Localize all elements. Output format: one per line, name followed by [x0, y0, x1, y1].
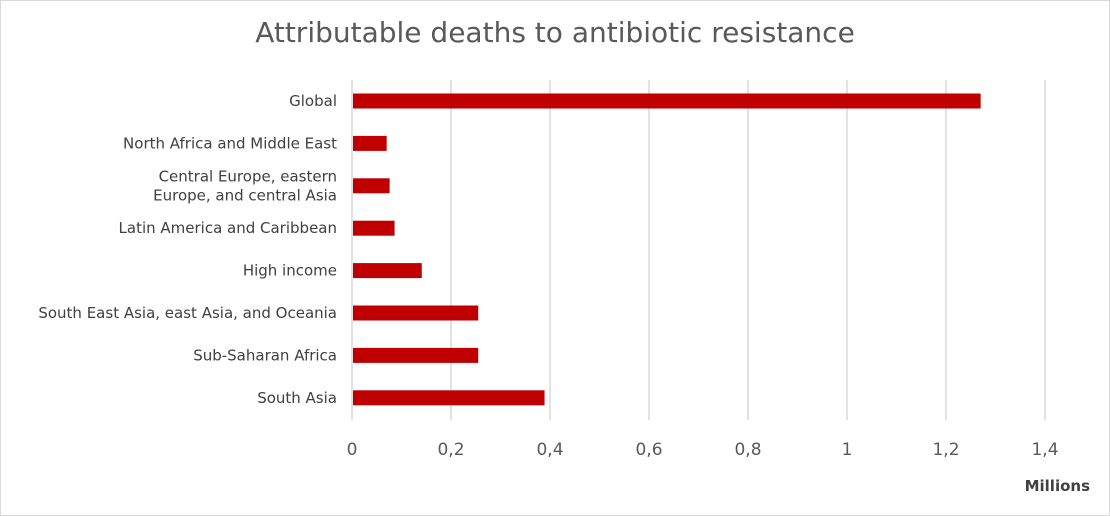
x-tick-label: 0,6: [635, 440, 662, 460]
x-tick-label: 1,4: [1031, 440, 1058, 460]
category-label: Central Europe, eastern Europe, and centr…: [153, 167, 337, 204]
category-label-line: South East Asia, east Asia, and Oceania: [38, 304, 337, 322]
category-label: Global: [289, 92, 337, 110]
category-label-line: Latin America and Caribbean: [119, 219, 337, 237]
category-label: Latin America and Caribbean: [119, 219, 337, 237]
category-label: South East Asia, east Asia, and Oceania: [38, 304, 337, 322]
bar: [353, 347, 479, 363]
category-label-line: Sub-Saharan Africa: [193, 346, 337, 364]
x-tick-label: 0,8: [734, 440, 761, 460]
units-label: Millions: [1024, 477, 1090, 495]
category-label: Sub-Saharan Africa: [193, 346, 337, 364]
x-tick-label: 0,4: [536, 440, 563, 460]
bar: [353, 93, 981, 109]
category-label-line: South Asia: [257, 389, 337, 407]
bar: [353, 135, 387, 151]
category-label: North Africa and Middle East: [123, 134, 337, 152]
x-tick-label: 0: [347, 440, 358, 460]
x-tick-label: 0,2: [437, 440, 464, 460]
x-tick-label: 1: [842, 440, 853, 460]
bar: [353, 390, 545, 406]
category-label: High income: [243, 262, 337, 280]
category-label: South Asia: [257, 389, 337, 407]
bar: [353, 263, 422, 279]
category-label-line: Central Europe, eastern: [159, 167, 337, 185]
category-label-line: High income: [243, 262, 337, 280]
bar: [353, 305, 479, 321]
category-label-line: Global: [289, 92, 337, 110]
category-label-line: Europe, and central Asia: [153, 186, 337, 204]
x-tick-label: 1,2: [932, 440, 959, 460]
chart-title: Attributable deaths to antibiotic resist…: [255, 16, 855, 49]
category-label-line: North Africa and Middle East: [123, 134, 337, 152]
bar: [353, 178, 390, 194]
bar: [353, 220, 395, 236]
